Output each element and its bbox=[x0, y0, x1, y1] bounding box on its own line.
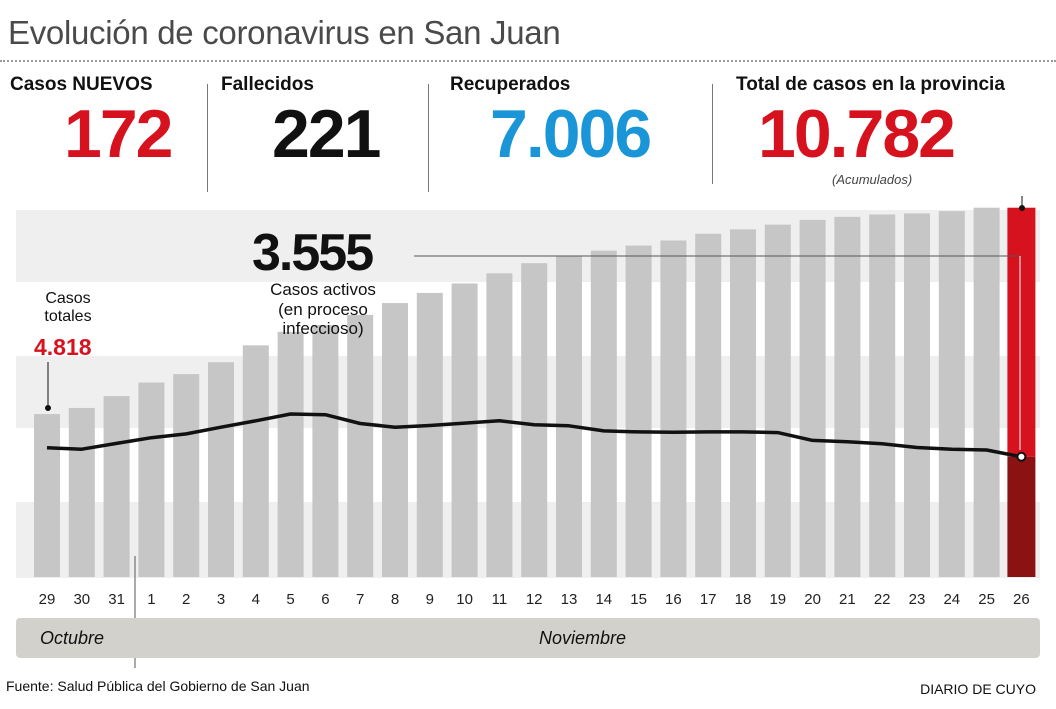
stat-note-accumulated: (Acumulados) bbox=[832, 172, 913, 187]
bar-total-cases bbox=[938, 211, 965, 577]
active-cases-label-line: infeccioso) bbox=[282, 319, 364, 339]
series-point-active-last bbox=[1016, 451, 1027, 462]
active-cases-label-line: Casos activos bbox=[270, 280, 376, 299]
bar-total-cases bbox=[208, 362, 234, 577]
stat-label-deaths: Fallecidos bbox=[221, 74, 314, 95]
month-band bbox=[16, 618, 1040, 658]
brand-credit: DIARIO DE CUYO bbox=[920, 681, 1036, 697]
page-title: Evolución de coronavirus en San Juan bbox=[8, 14, 561, 51]
stat-label-new-cases: Casos NUEVOS bbox=[10, 74, 153, 95]
x-tick-label: 21 bbox=[839, 591, 856, 608]
x-tick-label: 31 bbox=[108, 591, 125, 608]
x-tick-label: 1 bbox=[147, 591, 155, 608]
total-cases-label-line: totales bbox=[44, 308, 92, 326]
stat-divider bbox=[428, 84, 429, 192]
x-tick-label: 4 bbox=[252, 591, 260, 608]
bar-total-cases bbox=[312, 325, 339, 577]
bar-total-cases bbox=[382, 303, 408, 577]
bar-total-cases bbox=[904, 213, 930, 578]
x-tick-label: 10 bbox=[456, 591, 473, 608]
x-tick-label: 15 bbox=[630, 591, 647, 608]
bar-total-cases bbox=[973, 207, 1000, 578]
stat-value-recovered: 7.006 bbox=[490, 96, 652, 172]
bar-total-cases bbox=[451, 283, 478, 577]
stat-divider bbox=[712, 84, 713, 184]
source-credit: Fuente: Salud Pública del Gobierno de Sa… bbox=[6, 678, 310, 694]
stat-divider bbox=[207, 84, 208, 192]
bar-total-cases bbox=[103, 396, 130, 577]
x-tick-label: 30 bbox=[73, 591, 90, 608]
bar-total-cases bbox=[625, 245, 652, 577]
active-cases-label: Casos activos (en proceso infeccioso) bbox=[258, 280, 388, 339]
x-tick-label: 3 bbox=[217, 591, 225, 608]
title-divider bbox=[0, 60, 1056, 62]
x-tick-label: 2 bbox=[182, 591, 190, 608]
bar-total-cases bbox=[834, 216, 861, 577]
bar-total-cases bbox=[416, 292, 443, 577]
x-tick-label: 14 bbox=[595, 591, 612, 608]
x-tick-label: 17 bbox=[700, 591, 717, 608]
x-tick-label: 19 bbox=[769, 591, 786, 608]
bar-total-cases bbox=[695, 233, 722, 577]
x-tick-label: 26 bbox=[1013, 591, 1030, 608]
x-tick-label: 29 bbox=[39, 591, 56, 608]
bar-total-cases-highlight bbox=[1007, 207, 1036, 457]
x-tick-label: 22 bbox=[874, 591, 891, 608]
bar-active-cases-highlight bbox=[1007, 456, 1036, 577]
bar-total-cases bbox=[521, 263, 548, 577]
bar-total-cases bbox=[277, 331, 304, 577]
bar-total-cases bbox=[486, 273, 513, 577]
x-tick-label: 5 bbox=[286, 591, 294, 608]
stat-label-recovered: Recuperados bbox=[450, 74, 571, 95]
total-cases-label-line: Casos bbox=[45, 290, 91, 307]
x-tick-label: 16 bbox=[665, 591, 682, 608]
active-cases-label-line: (en proceso bbox=[278, 299, 368, 319]
bar-total-cases bbox=[869, 214, 896, 577]
bar-total-cases bbox=[34, 414, 60, 577]
bar-total-cases bbox=[242, 345, 269, 577]
bar-total-cases bbox=[347, 314, 374, 577]
x-tick-label: 20 bbox=[804, 591, 821, 608]
x-tick-label: 23 bbox=[909, 591, 926, 608]
x-tick-label: 6 bbox=[321, 591, 329, 608]
bar-total-cases bbox=[660, 240, 687, 577]
bar-total-cases bbox=[68, 407, 95, 577]
bar-total-cases bbox=[138, 382, 165, 577]
series-point-total-last bbox=[1019, 205, 1025, 211]
total-cases-label: Casos totales bbox=[28, 290, 108, 327]
x-tick-label: 24 bbox=[943, 591, 960, 608]
bar-total-cases bbox=[799, 219, 826, 577]
bar-total-cases bbox=[730, 229, 756, 577]
stat-value-new-cases: 172 bbox=[64, 96, 173, 172]
bar-total-cases bbox=[764, 224, 791, 577]
active-cases-value: 3.555 bbox=[252, 224, 374, 282]
x-tick-label: 12 bbox=[526, 591, 543, 608]
x-tick-label: 25 bbox=[978, 591, 995, 608]
bar-total-cases bbox=[556, 255, 582, 577]
stat-value-deaths: 221 bbox=[272, 96, 381, 172]
x-tick-label: 8 bbox=[391, 591, 399, 608]
x-tick-label: 7 bbox=[356, 591, 364, 608]
x-tick-label: 11 bbox=[492, 591, 508, 608]
month-label-october: Octubre bbox=[40, 628, 105, 648]
bar-total-cases bbox=[173, 374, 200, 577]
x-tick-label: 18 bbox=[735, 591, 752, 608]
x-tick-label: 9 bbox=[426, 591, 434, 608]
total-cases-value: 4.818 bbox=[34, 334, 92, 360]
series-point-total-first bbox=[45, 405, 51, 411]
month-label-november: Noviembre bbox=[539, 628, 627, 648]
bar-total-cases bbox=[590, 250, 617, 577]
stat-label-total: Total de casos en la provincia bbox=[736, 74, 1005, 95]
stat-value-total: 10.782 bbox=[758, 96, 956, 172]
series-line-active-cases bbox=[46, 412, 1022, 459]
x-tick-label: 13 bbox=[561, 591, 578, 608]
